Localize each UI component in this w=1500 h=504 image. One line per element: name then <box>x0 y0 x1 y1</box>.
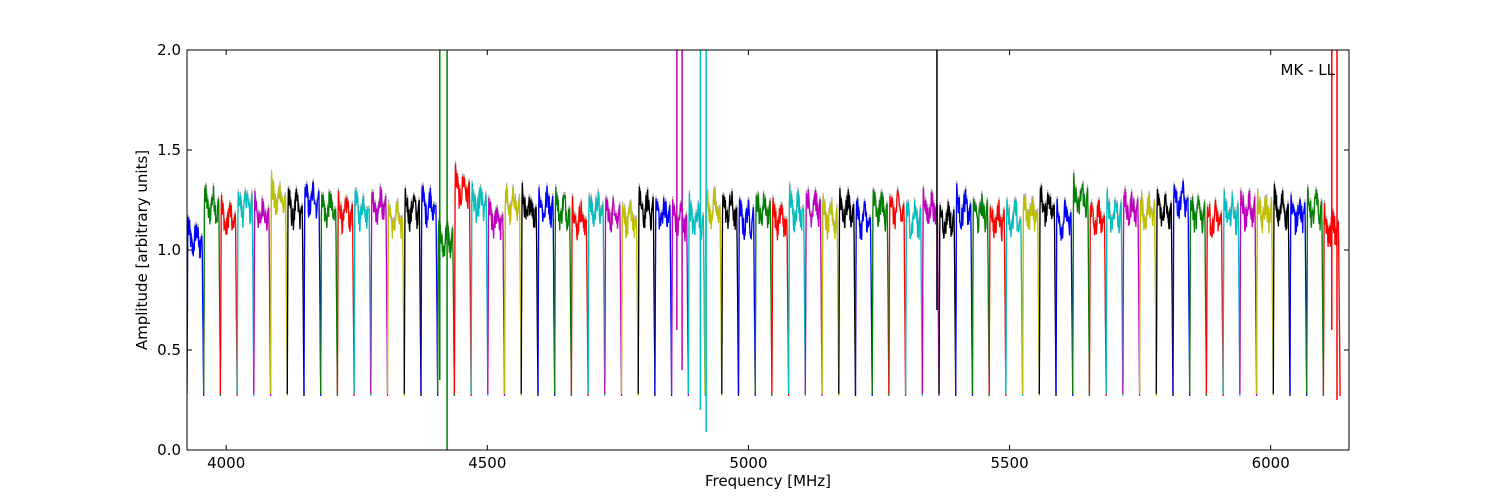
channel-line <box>403 188 422 397</box>
x-axis-ticks: 4000 4500 5000 5500 6000 <box>207 50 1290 472</box>
plot-background <box>187 50 1349 450</box>
x-tick-label: 5500 <box>990 454 1028 472</box>
x-axis-label: Frequency [MHz] <box>705 472 831 490</box>
channel-line <box>1038 185 1057 397</box>
channel-line <box>470 182 489 397</box>
channel-line <box>1105 189 1124 397</box>
channel-line <box>353 190 372 397</box>
channel-line <box>988 199 1007 397</box>
channel-line <box>503 185 522 397</box>
channel-line <box>620 201 639 397</box>
channel-line <box>1289 194 1308 397</box>
channel-line <box>420 185 439 397</box>
channel-line <box>1072 173 1091 397</box>
channel-line <box>336 190 355 397</box>
channel-line <box>1205 199 1224 397</box>
channel-line <box>804 189 823 397</box>
channel-line <box>203 184 222 397</box>
channel-line <box>721 191 740 397</box>
x-tick-label: 4500 <box>468 454 506 472</box>
channel-line <box>587 191 606 397</box>
channel-line <box>370 186 389 397</box>
channel-line <box>637 186 656 397</box>
y-tick-label: 1.5 <box>157 141 181 159</box>
channel-line <box>971 193 990 397</box>
y-tick-label: 1.0 <box>157 241 181 259</box>
channel-line <box>787 184 806 397</box>
channel-line <box>520 182 539 397</box>
y-tick-label: 0.0 <box>157 441 181 459</box>
channel-line <box>187 217 205 397</box>
channel-line <box>604 197 623 397</box>
channel-line <box>1155 188 1174 397</box>
channel-line <box>570 195 589 397</box>
channel-line <box>654 197 673 397</box>
channel-line <box>670 199 690 397</box>
channel-line <box>1122 188 1141 397</box>
channel-line <box>253 190 272 397</box>
channel-line <box>1005 199 1024 397</box>
series-layer <box>187 50 1341 450</box>
channel-line <box>386 200 405 397</box>
channel-line <box>904 200 923 397</box>
channel-line <box>1222 190 1241 397</box>
channel-line <box>854 198 873 397</box>
y-tick-label: 0.5 <box>157 341 181 359</box>
channel-line <box>938 201 957 397</box>
channel-line <box>838 188 857 397</box>
channel-line <box>236 190 255 397</box>
channel-line <box>888 189 907 397</box>
channel-line <box>453 163 472 397</box>
channel-line <box>1088 199 1107 397</box>
channel-line <box>1239 190 1258 397</box>
channel-line <box>1055 198 1074 397</box>
channel-line <box>219 194 238 397</box>
channel-line <box>1306 186 1325 397</box>
channel-line <box>320 191 339 397</box>
plot-annotation: MK - LL <box>1281 61 1336 79</box>
x-tick-label: 5000 <box>729 454 767 472</box>
channel-line <box>1021 196 1040 397</box>
channel-line <box>771 197 790 397</box>
channel-line <box>487 197 506 397</box>
channel-line <box>687 192 706 397</box>
channel-line <box>955 183 974 397</box>
channel-line <box>1272 183 1291 397</box>
channel-line <box>1172 180 1191 397</box>
x-tick-label: 6000 <box>1252 454 1290 472</box>
y-axis-ticks: 0.0 0.5 1.0 1.5 2.0 <box>157 41 1349 459</box>
x-tick-label: 4000 <box>207 454 245 472</box>
channel-line <box>554 186 573 397</box>
channel-line <box>1189 195 1208 397</box>
channel-line <box>737 198 756 397</box>
channel-line <box>821 195 840 397</box>
channel-line <box>871 189 890 397</box>
channel-line <box>704 188 723 397</box>
channel-line <box>303 180 322 397</box>
channel-line <box>286 188 305 397</box>
channel-line <box>269 172 288 397</box>
channel-line <box>1138 192 1157 397</box>
y-tick-label: 2.0 <box>157 41 181 59</box>
channel-line <box>1255 190 1274 397</box>
channel-line <box>754 193 773 397</box>
y-axis-label: Amplitude [arbitrary units] <box>133 150 151 350</box>
channel-line <box>537 185 556 397</box>
